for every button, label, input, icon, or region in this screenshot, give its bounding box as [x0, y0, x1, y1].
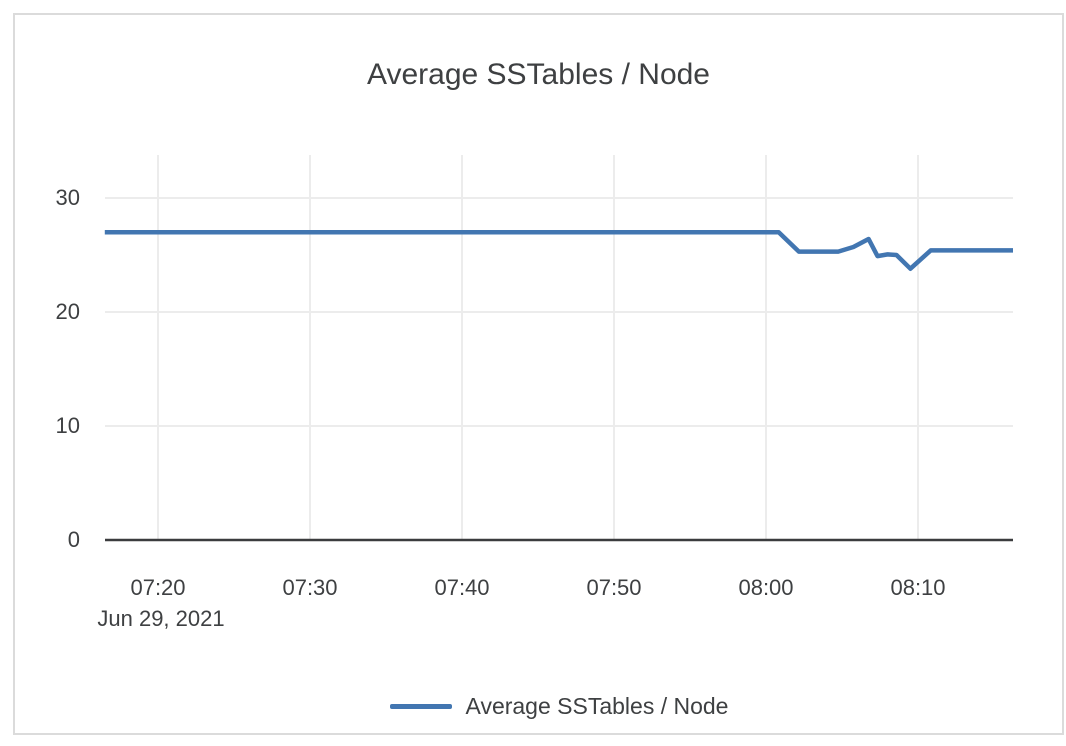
series-line[interactable] [104, 229, 1013, 271]
legend: Average SSTables / Node [105, 692, 1013, 720]
legend-line-swatch [389, 703, 452, 709]
x-tick-label: 07:40 [434, 575, 490, 600]
x-tick-label: 07:30 [282, 575, 338, 600]
chart-card [13, 13, 1064, 735]
x-tick-label: 07:20 [130, 575, 186, 600]
x-tick-label: 08:00 [738, 575, 794, 600]
legend-item-average-sstables[interactable]: Average SSTables / Node [389, 692, 729, 720]
chart-title: Average SSTables / Node [367, 58, 710, 91]
y-tick-label: 10 [55, 413, 80, 438]
x-tick-label: 07:50 [586, 575, 642, 600]
y-tick-label: 30 [55, 185, 80, 210]
x-axis-date-label: Jun 29, 2021 [97, 606, 225, 631]
y-tick-label: 20 [55, 299, 80, 324]
x-tick-label: 08:10 [890, 575, 946, 600]
legend-label: Average SSTables / Node [465, 693, 729, 719]
y-tick-label: 0 [67, 527, 80, 552]
